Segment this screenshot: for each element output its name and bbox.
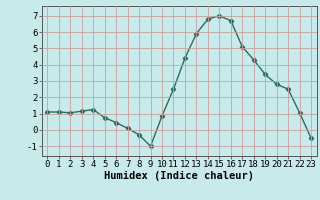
X-axis label: Humidex (Indice chaleur): Humidex (Indice chaleur) (104, 171, 254, 181)
